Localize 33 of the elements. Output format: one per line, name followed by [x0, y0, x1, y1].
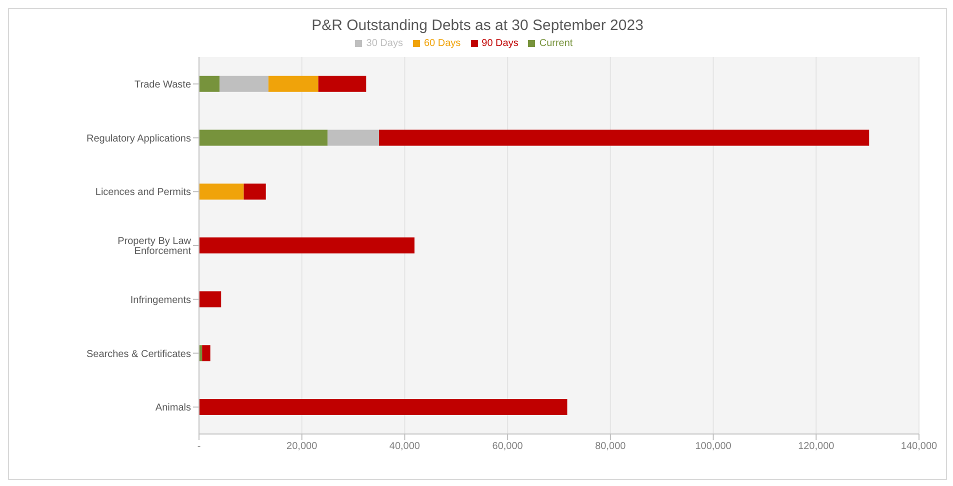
x-tick-label: 100,000	[695, 441, 732, 452]
x-tick-label: 40,000	[389, 441, 420, 452]
x-tick-label: 120,000	[798, 441, 835, 452]
y-tick-label: Searches & Certificates	[86, 348, 191, 360]
y-tick-label: Regulatory Applications	[86, 133, 191, 144]
bar	[318, 76, 366, 92]
legend-label: 30 Days	[366, 38, 403, 49]
legend-label: 60 Days	[424, 38, 461, 49]
bar	[199, 237, 414, 254]
bar	[268, 76, 318, 92]
y-tick-label: Animals	[155, 402, 191, 414]
bar	[202, 345, 210, 362]
bar	[244, 184, 266, 200]
bar	[220, 76, 268, 92]
chart-title: P&R Outstanding Debts as at 30 September 2023	[310, 17, 644, 34]
bar	[199, 184, 244, 200]
bar	[199, 291, 222, 308]
legend-label: Current	[539, 38, 573, 49]
x-tick-label: 140,000	[900, 441, 938, 452]
y-tick-label: Property By Law Enforcement	[118, 236, 192, 258]
y-tick-label: Trade Waste	[134, 79, 192, 90]
bar	[379, 130, 870, 146]
x-tick-label: 80,000	[595, 441, 626, 452]
legend-label: 90 Days	[482, 38, 518, 49]
bar	[199, 130, 328, 146]
bar	[199, 76, 220, 92]
bar	[199, 398, 568, 415]
y-tick-label: Licences and Permits	[95, 187, 191, 198]
x-tick-label: 60,000	[492, 441, 524, 452]
bar	[328, 130, 379, 146]
x-tick-label: 20,000	[286, 441, 318, 452]
y-tick-label: Infringements	[130, 294, 191, 306]
x-tick-label: -	[197, 441, 201, 452]
